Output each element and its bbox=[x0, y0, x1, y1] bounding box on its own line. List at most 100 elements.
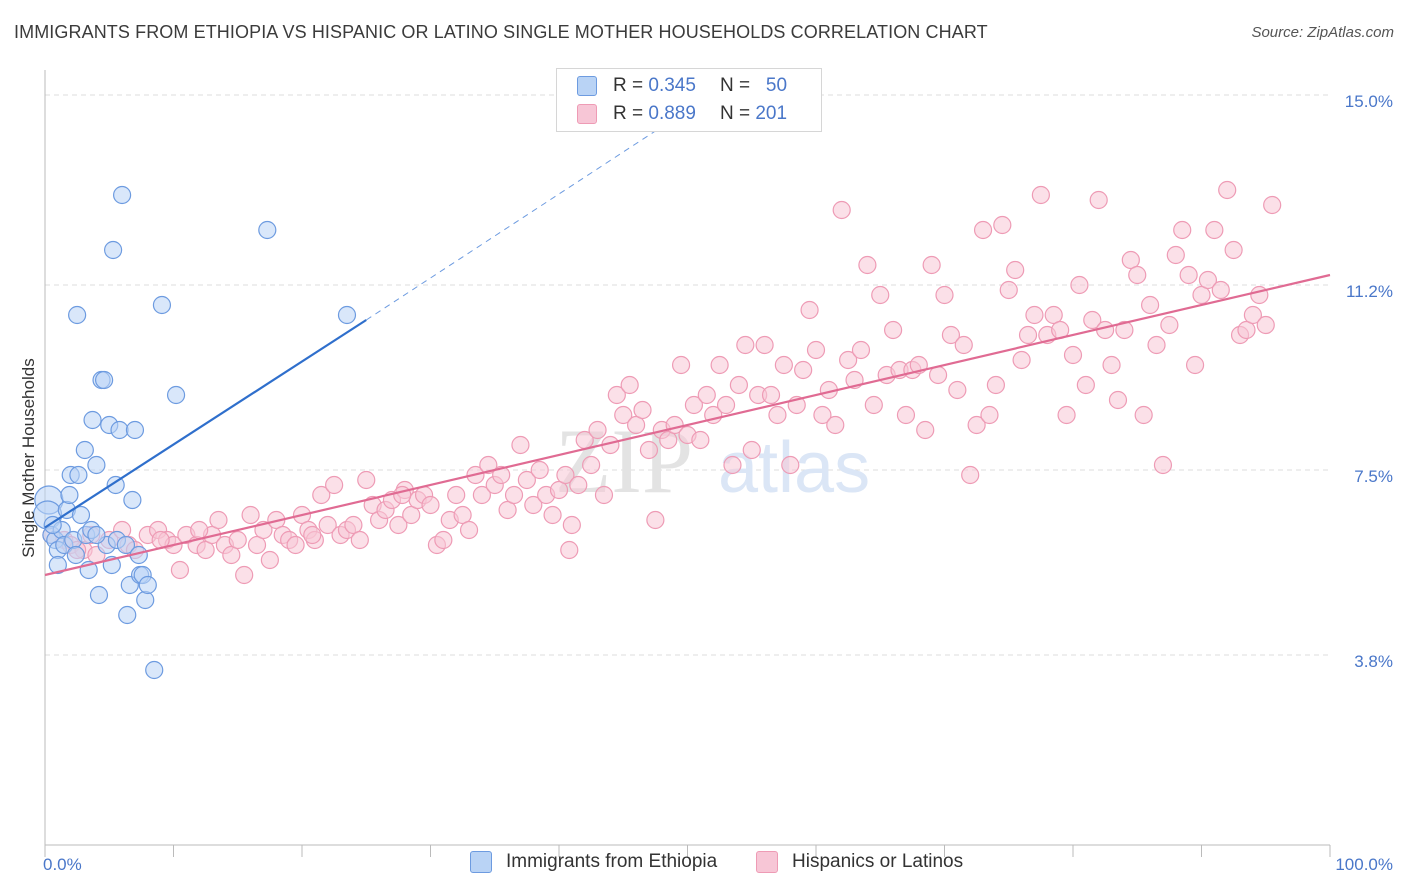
point-hispanics bbox=[588, 420, 607, 440]
point-hispanics bbox=[196, 540, 215, 560]
point-ethiopia bbox=[95, 370, 114, 390]
point-hispanics bbox=[916, 420, 935, 440]
point-ethiopia bbox=[125, 420, 145, 440]
point-hispanics bbox=[1083, 310, 1102, 330]
point-hispanics bbox=[543, 505, 562, 525]
point-hispanics bbox=[826, 415, 845, 435]
y-tick-label: 3.8% bbox=[1354, 652, 1393, 671]
y-tick-label: 11.2% bbox=[1346, 282, 1393, 301]
point-hispanics bbox=[1102, 355, 1121, 375]
point-hispanics bbox=[560, 540, 579, 560]
point-ethiopia bbox=[116, 535, 136, 555]
point-hispanics bbox=[402, 505, 421, 525]
y-tick-label: 15.0% bbox=[1345, 92, 1393, 111]
point-hispanics bbox=[235, 565, 254, 585]
legend-swatch-ethiopia bbox=[470, 851, 492, 873]
x-tick-label: 0.0% bbox=[43, 855, 82, 874]
point-hispanics bbox=[530, 460, 549, 480]
point-hispanics bbox=[922, 255, 941, 275]
x-tick-label: 100.0% bbox=[1335, 855, 1393, 874]
point-ethiopia bbox=[87, 525, 106, 545]
point-hispanics bbox=[421, 495, 440, 515]
point-hispanics bbox=[607, 385, 626, 405]
point-hispanics bbox=[209, 510, 228, 530]
point-hispanics bbox=[453, 505, 472, 525]
point-hispanics bbox=[781, 455, 800, 475]
point-hispanics bbox=[344, 515, 363, 535]
point-hispanics bbox=[626, 415, 646, 435]
point-hispanics bbox=[318, 515, 337, 535]
point-ethiopia bbox=[87, 455, 106, 475]
point-hispanics bbox=[794, 360, 813, 380]
point-hispanics bbox=[716, 395, 736, 415]
point-hispanics bbox=[170, 560, 190, 580]
point-hispanics bbox=[633, 400, 652, 420]
point-hispanics bbox=[1012, 350, 1031, 370]
y-tick-label: 7.5% bbox=[1354, 467, 1393, 486]
point-hispanics bbox=[1076, 375, 1095, 395]
point-ethiopia bbox=[89, 585, 109, 605]
point-hispanics bbox=[973, 220, 993, 240]
point-hispanics bbox=[1057, 405, 1076, 425]
point-hispanics bbox=[350, 530, 369, 550]
point-hispanics bbox=[459, 520, 479, 540]
point-hispanics bbox=[549, 480, 569, 500]
y-axis-label: Single Mother Households bbox=[19, 358, 38, 557]
point-ethiopia bbox=[75, 440, 94, 460]
point-hispanics bbox=[986, 375, 1006, 395]
point-hispanics bbox=[864, 395, 883, 415]
point-hispanics bbox=[1115, 320, 1134, 340]
point-ethiopia bbox=[337, 305, 357, 325]
legend-label-ethiopia: Immigrants from Ethiopia bbox=[506, 851, 718, 872]
point-hispanics bbox=[980, 405, 999, 425]
point-ethiopia bbox=[106, 475, 125, 495]
point-hispanics bbox=[954, 335, 973, 355]
point-hispanics bbox=[479, 455, 498, 475]
point-ethiopia bbox=[152, 295, 172, 315]
legend-r-label: R = bbox=[613, 103, 644, 124]
series-legend: Immigrants from Ethiopia Hispanics or La… bbox=[0, 851, 1406, 877]
legend-r-value: 0.345 bbox=[648, 75, 696, 96]
point-hispanics bbox=[1089, 190, 1108, 210]
legend-item-hispanics: Hispanics or Latinos bbox=[756, 851, 963, 873]
point-hispanics bbox=[1218, 180, 1237, 200]
point-hispanics bbox=[1185, 355, 1205, 375]
point-ethiopia bbox=[166, 385, 186, 405]
axes bbox=[44, 70, 1331, 857]
point-hispanics bbox=[562, 515, 581, 535]
point-hispanics bbox=[941, 325, 961, 345]
point-hispanics bbox=[1025, 305, 1044, 325]
point-ethiopia bbox=[123, 490, 142, 510]
point-ethiopia bbox=[48, 555, 67, 575]
point-ethiopia bbox=[112, 185, 132, 205]
trend-line-ethiopia-extension bbox=[365, 109, 688, 321]
point-hispanics bbox=[671, 355, 691, 375]
legend-n-label: N = bbox=[719, 103, 751, 124]
point-hispanics bbox=[620, 375, 639, 395]
legend-row-hispanics: R = 0.889 N = 201 bbox=[577, 101, 787, 127]
point-hispanics bbox=[1018, 325, 1038, 345]
point-hispanics bbox=[1108, 390, 1128, 410]
point-hispanics bbox=[447, 485, 466, 505]
point-hispanics bbox=[434, 530, 453, 550]
point-hispanics bbox=[325, 475, 344, 495]
series-hispanics bbox=[42, 180, 1282, 585]
point-hispanics bbox=[517, 470, 536, 490]
series-ethiopia bbox=[32, 185, 357, 680]
point-hispanics bbox=[1237, 320, 1256, 340]
point-hispanics bbox=[1140, 295, 1160, 315]
point-hispanics bbox=[961, 465, 980, 485]
legend-n-value: 50 bbox=[765, 75, 788, 96]
point-hispanics bbox=[1179, 265, 1198, 285]
point-hispanics bbox=[858, 255, 877, 275]
point-hispanics bbox=[999, 280, 1018, 300]
point-hispanics bbox=[1256, 315, 1275, 335]
point-hispanics bbox=[492, 465, 511, 485]
point-hispanics bbox=[260, 550, 279, 570]
point-hispanics bbox=[697, 385, 716, 405]
point-ethiopia bbox=[138, 575, 157, 595]
correlation-legend: R = 0.345 N = 50 R = 0.889 N = 201 bbox=[556, 68, 822, 132]
legend-swatch-hispanics bbox=[577, 104, 597, 124]
point-ethiopia bbox=[83, 410, 102, 430]
